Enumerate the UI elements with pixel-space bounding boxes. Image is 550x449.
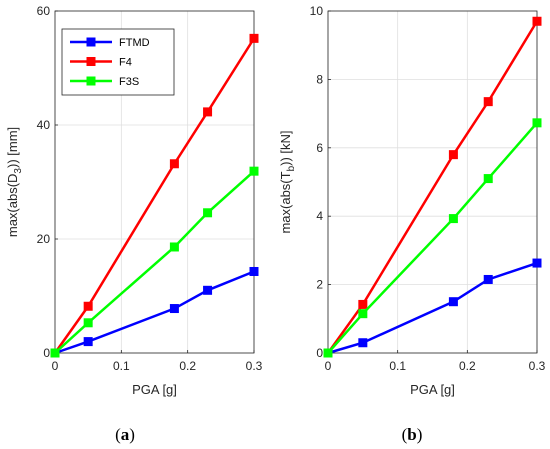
caption-letter: b [407, 425, 416, 444]
data-point-f4 [169, 159, 179, 169]
data-point-f3s [50, 348, 60, 358]
data-point-f3s [323, 348, 333, 358]
y-axis-label-subscript: 3 [13, 168, 24, 174]
caption-paren: ) [129, 425, 135, 444]
data-point-f4 [83, 301, 93, 311]
data-point-f4 [203, 107, 213, 117]
y-tick-label: 0 [316, 346, 323, 360]
legend-swatch-marker [86, 57, 96, 66]
legend-label: FTMD [119, 37, 150, 49]
legend-swatch-marker [86, 37, 96, 47]
legend-label: F4 [119, 57, 132, 69]
legend-label: F3S [119, 76, 139, 88]
x-tick-label: 0.3 [529, 359, 546, 373]
data-point-ftmd [483, 274, 493, 284]
x-tick-label: 0.2 [179, 359, 196, 373]
y-axis-label-text: max(abs(T [278, 171, 293, 233]
data-point-f3s [483, 174, 493, 184]
y-axis-label: max(abs(Tb)) [kN] [278, 130, 297, 233]
data-point-ftmd [532, 258, 542, 268]
legend-swatch-marker [86, 76, 96, 86]
y-tick-label: 0 [43, 346, 50, 360]
panel-caption: (b) [402, 425, 423, 444]
y-tick-label: 2 [316, 278, 323, 292]
y-axis-label-text: )) [kN] [278, 130, 293, 165]
data-point-f3s [169, 242, 179, 252]
x-tick-label: 0.3 [246, 359, 263, 373]
data-point-ftmd [203, 285, 213, 295]
data-point-f4 [483, 97, 493, 107]
caption-paren: ( [115, 425, 121, 444]
axes-box [327, 10, 538, 354]
x-tick-label: 0 [52, 359, 59, 373]
data-point-f3s [358, 309, 368, 319]
caption-paren: ( [402, 425, 408, 444]
legend: FTMD F4 F3S [61, 28, 175, 96]
data-point-f4 [249, 33, 259, 43]
chart-a: 0 0.1 0.2 0.3 0 20 40 60 PGA [g] max(abs(D3)) [mm… [5, 4, 263, 397]
data-point-ftmd [249, 266, 259, 276]
plot-area [328, 11, 537, 353]
data-point-ftmd [358, 338, 368, 348]
y-axis-label-subscript: b [286, 165, 297, 171]
y-axis-label-text: max(abs(D [5, 174, 20, 238]
x-tick-label: 0.1 [389, 359, 406, 373]
y-tick-label: 40 [37, 118, 51, 132]
chart-b: 0 0.1 0.2 0.3 0 2 4 6 8 10 PGA [g] max(abs(Tb)) [kN… [278, 4, 546, 397]
data-point-f3s [249, 166, 259, 176]
data-point-ftmd [169, 304, 179, 314]
x-tick-label: 0.1 [113, 359, 130, 373]
data-point-f3s [532, 118, 542, 128]
data-point-f4 [358, 299, 368, 309]
y-tick-label: 6 [316, 141, 323, 155]
data-point-ftmd [448, 297, 458, 307]
x-tick-label: 0.2 [459, 359, 476, 373]
y-tick-label: 60 [37, 4, 51, 18]
data-point-f3s [83, 318, 93, 328]
y-tick-label: 4 [316, 209, 323, 223]
x-axis-label: PGA [g] [132, 382, 177, 397]
data-point-f4 [448, 150, 458, 160]
y-tick-label: 10 [310, 4, 324, 18]
panel-caption: (a) [115, 425, 135, 444]
y-axis-label-text: )) [mm] [5, 127, 20, 168]
y-tick-label: 8 [316, 72, 323, 86]
data-point-ftmd [83, 337, 93, 347]
data-point-f3s [203, 208, 213, 218]
data-point-f3s [448, 214, 458, 224]
x-tick-label: 0 [325, 359, 332, 373]
data-point-f4 [532, 16, 542, 26]
x-axis-label: PGA [g] [410, 382, 455, 397]
y-tick-label: 20 [37, 232, 51, 246]
axes-box [54, 10, 255, 354]
y-axis-label: max(abs(D3)) [mm] [5, 127, 24, 237]
caption-paren: ) [417, 425, 423, 444]
caption-letter: a [121, 425, 130, 444]
